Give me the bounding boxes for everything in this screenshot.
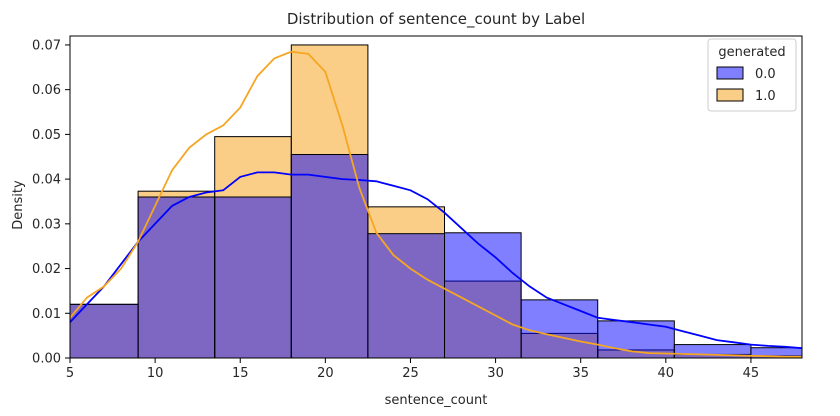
kde-layer <box>69 50 803 358</box>
y-tick-label-2: 0.02 <box>32 262 61 277</box>
x-tick-label-15: 15 <box>232 366 249 381</box>
y-tick-label-7: 0.07 <box>32 38 61 53</box>
kde-line-0.0 <box>69 171 803 350</box>
y-tick-label-6: 0.06 <box>32 83 61 98</box>
y-axis-label: Density <box>11 180 26 230</box>
x-tick-label-35: 35 <box>572 366 589 381</box>
x-tick-label-10: 10 <box>147 366 164 381</box>
bar-series-0.0-bin-6 <box>520 299 599 359</box>
axes-layer: 5 10 15 20 25 30 35 40 45 0.00 0.01 0.02 0.03 0.04 0.0… <box>32 35 803 381</box>
bar-series-0.0-bin-7 <box>597 320 675 359</box>
x-axis-label: sentence_count <box>385 393 488 408</box>
legend-title: generated <box>718 45 785 60</box>
bar-series-0.0-bin-3 <box>290 154 369 359</box>
legend-swatch-1 <box>716 88 744 102</box>
y-tick-label-1: 0.01 <box>32 307 61 322</box>
bar-series-0.0-bin-4 <box>367 233 446 359</box>
chart-title: Distribution of sentence_count by Label <box>287 10 585 29</box>
bars-layer <box>69 44 803 359</box>
x-tick-label-30: 30 <box>487 366 504 381</box>
y-tick-label-3: 0.03 <box>32 217 61 232</box>
x-tick-label-25: 25 <box>402 366 419 381</box>
bar-series-0.0-bin-1 <box>137 196 216 359</box>
legend-label-1: 1.0 <box>755 89 776 104</box>
y-tick-label-0: 0.00 <box>32 352 61 367</box>
y-tick-label-5: 0.05 <box>32 128 61 143</box>
legend-label-0: 0.0 <box>755 67 776 82</box>
bar-series-0.0-bin-2 <box>214 196 292 359</box>
y-tick-label-4: 0.04 <box>32 173 61 188</box>
plot-frame <box>69 35 803 359</box>
x-tick-label-5: 5 <box>66 366 74 381</box>
x-tick-label-45: 45 <box>743 366 760 381</box>
legend-swatch-0 <box>716 66 744 80</box>
x-tick-label-20: 20 <box>317 366 334 381</box>
legend: generated 0.0 1.0 <box>707 38 797 112</box>
x-tick-label-40: 40 <box>658 366 675 381</box>
kde-line-1.0 <box>69 50 802 358</box>
